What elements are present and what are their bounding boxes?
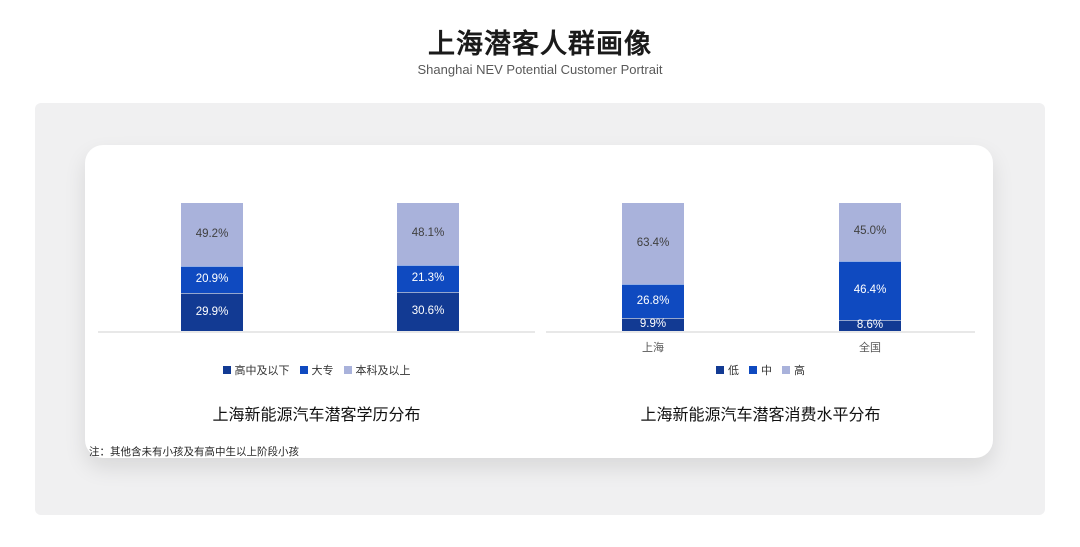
bar-segment: 20.9% <box>181 265 243 293</box>
stacked-bar: 48.1% 21.3% 30.6% <box>397 203 459 331</box>
legend-item: 低 <box>716 362 739 378</box>
bar-segment: 8.6% <box>839 320 901 331</box>
data-label: 26.8% <box>636 294 670 307</box>
legend-item: 高中及以下 <box>222 362 290 378</box>
legend-swatch-icon <box>299 366 308 374</box>
bar-segment: 45.0% <box>839 203 901 261</box>
data-label: 20.9% <box>195 273 229 286</box>
footnote: 注：其他含未有小孩及有高中生以上阶段小孩 <box>89 446 299 458</box>
bar-segment: 9.9% <box>622 318 684 331</box>
data-label: 21.3% <box>411 271 445 284</box>
legend-swatch-icon <box>222 366 231 374</box>
legend-swatch-icon <box>716 366 724 374</box>
data-label: 49.2% <box>195 227 229 240</box>
consumption-chart-legend: 低中高 <box>546 363 975 377</box>
page-title: 上海潜客人群画像 <box>428 29 652 59</box>
data-label: 30.6% <box>411 305 445 318</box>
data-label: 8.6% <box>856 319 884 332</box>
education-chart-axis-line <box>98 331 535 333</box>
education-chart-x-labels <box>98 337 535 353</box>
education-chart-title: 上海新能源汽车潜客学历分布 <box>212 407 421 424</box>
legend-label: 高 <box>794 365 805 377</box>
bar-segment: 48.1% <box>397 203 459 265</box>
legend-item: 本科及以上 <box>343 362 411 378</box>
legend-label: 高中及以下 <box>234 365 290 377</box>
legend-item: 中 <box>749 362 772 378</box>
data-label: 9.9% <box>639 318 667 331</box>
stacked-bar: 63.4% 26.8% 9.9% <box>622 203 684 331</box>
charts-card: 49.2% 20.9% 29.9% 48.1% 21.3% 30.6% 高中及以下 大专 本科… <box>85 145 993 458</box>
data-label: 48.1% <box>411 227 445 240</box>
bar-segment: 29.9% <box>181 292 243 331</box>
bar-segment: 26.8% <box>622 284 684 319</box>
bar-segment: 49.2% <box>181 203 243 266</box>
legend-swatch-icon <box>343 366 352 374</box>
legend-label: 低 <box>728 365 739 377</box>
x-axis-label: 全国 <box>859 342 881 354</box>
consumption-chart-axis-line <box>546 331 975 333</box>
education-chart-plot-area: 49.2% 20.9% 29.9% 48.1% 21.3% 30.6% <box>98 203 535 331</box>
legend-label: 中 <box>761 365 772 377</box>
stacked-bar: 45.0% 46.4% 8.6% <box>839 203 901 331</box>
legend-label: 大专 <box>311 365 334 377</box>
stacked-bar: 49.2% 20.9% 29.9% <box>181 203 243 331</box>
legend-item: 大专 <box>299 362 334 378</box>
consumption-chart-x-labels: 上海 全国 <box>546 337 975 354</box>
consumption-distribution-chart: 63.4% 26.8% 9.9% 45.0% 46.4% 8.6% 上海 全国 低 中 高 上海… <box>546 203 975 425</box>
education-distribution-chart: 49.2% 20.9% 29.9% 48.1% 21.3% 30.6% 高中及以下 大专 本科… <box>98 203 535 425</box>
data-label: 63.4% <box>636 236 670 249</box>
consumption-chart-plot-area: 63.4% 26.8% 9.9% 45.0% 46.4% 8.6% <box>546 203 975 331</box>
x-axis-label: 上海 <box>642 342 664 354</box>
legend-swatch-icon <box>782 366 790 374</box>
page-subtitle: Shanghai NEV Potential Customer Portrait <box>417 62 663 77</box>
bar-segment: 46.4% <box>839 260 901 320</box>
bar-segment: 30.6% <box>397 291 459 331</box>
education-chart-legend: 高中及以下 大专 本科及以上 <box>98 363 535 377</box>
data-label: 46.4% <box>853 284 887 297</box>
legend-item: 高 <box>782 362 805 378</box>
legend-label: 本科及以上 <box>355 365 411 377</box>
consumption-chart-title: 上海新能源汽车潜客消费水平分布 <box>640 407 881 424</box>
bar-segment: 21.3% <box>397 264 459 292</box>
data-label: 29.9% <box>195 305 229 318</box>
data-label: 45.0% <box>853 225 887 238</box>
legend-swatch-icon <box>749 366 757 374</box>
bar-segment: 63.4% <box>622 203 684 285</box>
